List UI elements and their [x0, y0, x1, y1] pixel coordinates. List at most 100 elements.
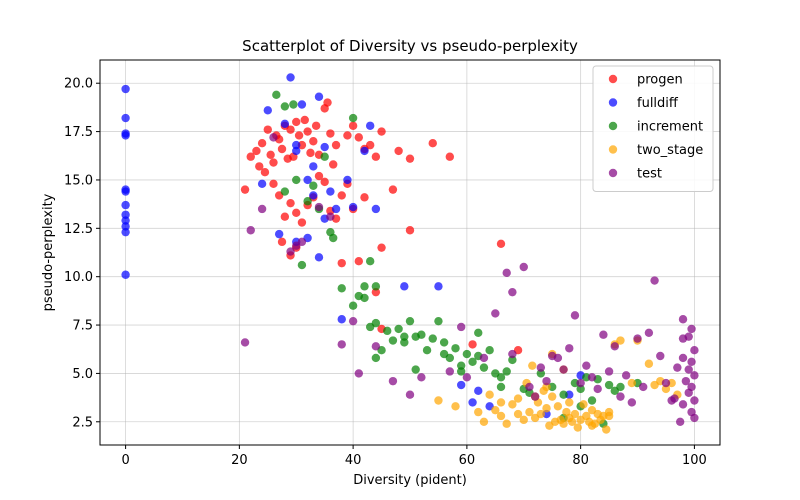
- data-point-progen: [257, 138, 267, 148]
- data-point-progen: [329, 160, 338, 169]
- data-point-fulldiff: [343, 175, 352, 185]
- data-point-progen: [280, 212, 290, 221]
- legend-label-increment: increment: [637, 120, 703, 135]
- data-point-test: [525, 382, 534, 392]
- data-point-progen: [294, 131, 304, 140]
- data-point-increment: [272, 90, 281, 100]
- data-point-test: [269, 133, 278, 142]
- data-point-progen: [292, 117, 301, 127]
- data-point-fulldiff: [121, 270, 130, 279]
- data-point-test: [553, 353, 563, 363]
- data-point-fulldiff: [121, 113, 130, 123]
- data-point-progen: [377, 127, 386, 136]
- data-point-test: [354, 369, 364, 378]
- data-point-test: [687, 324, 696, 334]
- data-point-two_stage: [602, 425, 611, 434]
- data-point-two_stage: [513, 394, 523, 403]
- x-tick-label: 60: [459, 453, 476, 468]
- data-point-test: [675, 417, 685, 426]
- data-point-increment: [280, 102, 290, 111]
- data-point-fulldiff: [121, 131, 130, 140]
- data-point-two_stage: [570, 409, 580, 419]
- data-point-test: [337, 340, 346, 349]
- data-point-increment: [496, 382, 506, 392]
- data-point-progen: [311, 121, 321, 130]
- data-point-test: [599, 330, 608, 339]
- data-point-fulldiff: [309, 191, 318, 200]
- data-point-progen: [445, 152, 455, 161]
- data-point-progen: [255, 162, 264, 171]
- data-point-two_stage: [559, 419, 568, 428]
- data-point-test: [627, 398, 637, 407]
- data-point-increment: [309, 181, 318, 190]
- y-tick-label: 20.0: [64, 77, 93, 92]
- data-point-progen: [348, 121, 358, 130]
- data-point-progen: [286, 198, 295, 208]
- data-point-test: [297, 237, 307, 247]
- data-point-increment: [400, 332, 409, 341]
- data-point-test: [326, 212, 335, 221]
- data-point-progen: [292, 208, 301, 218]
- data-point-fulldiff: [456, 380, 466, 390]
- data-point-two_stage: [474, 407, 483, 417]
- legend-label-test: test: [637, 167, 662, 182]
- data-point-fulldiff: [371, 204, 381, 214]
- data-point-two_stage: [451, 402, 460, 411]
- data-point-two_stage: [525, 407, 534, 417]
- data-point-progen: [371, 287, 381, 297]
- data-point-test: [576, 378, 585, 388]
- data-point-two_stage: [496, 411, 506, 421]
- data-point-test: [565, 344, 574, 353]
- data-point-test: [348, 316, 358, 326]
- data-point-increment: [616, 382, 625, 392]
- data-point-test: [570, 311, 580, 320]
- data-point-progen: [323, 98, 332, 107]
- data-point-test: [610, 342, 619, 351]
- data-point-increment: [289, 100, 298, 109]
- data-point-test: [690, 371, 699, 380]
- data-point-increment: [371, 353, 381, 363]
- legend-marker-increment: [608, 121, 618, 131]
- data-point-progen: [394, 146, 403, 156]
- legend-label-two_stage: two_stage: [637, 143, 703, 158]
- data-point-increment: [292, 175, 301, 185]
- data-point-test: [687, 357, 696, 367]
- data-point-two_stage: [542, 404, 551, 413]
- data-point-fulldiff: [121, 187, 130, 196]
- data-point-fulldiff: [257, 179, 267, 189]
- data-point-increment: [445, 353, 455, 363]
- data-point-increment: [587, 396, 597, 405]
- data-point-test: [690, 346, 699, 355]
- data-point-test: [673, 363, 682, 372]
- data-point-fulldiff: [121, 200, 130, 210]
- series-progen: [240, 98, 523, 355]
- series-fulldiff: [121, 73, 585, 419]
- data-point-two_stage: [627, 378, 637, 388]
- data-point-test: [650, 276, 659, 285]
- data-point-test: [286, 247, 295, 256]
- data-point-increment: [604, 380, 614, 390]
- data-point-progen: [468, 340, 477, 349]
- y-tick-label: 12.5: [64, 222, 93, 237]
- data-point-increment: [405, 316, 415, 326]
- legend-label-progen: progen: [637, 73, 683, 88]
- data-point-two_stage: [513, 409, 523, 419]
- data-point-test: [678, 334, 688, 343]
- data-point-increment: [479, 363, 489, 372]
- data-point-two_stage: [661, 384, 671, 394]
- data-point-two_stage: [536, 409, 546, 419]
- data-point-progen: [496, 239, 506, 248]
- data-point-fulldiff: [314, 92, 324, 101]
- data-point-fulldiff: [474, 386, 483, 396]
- data-point-test: [681, 376, 691, 386]
- data-point-increment: [383, 326, 392, 336]
- data-point-progen: [252, 146, 261, 156]
- data-point-increment: [360, 282, 369, 291]
- data-point-progen: [320, 177, 329, 187]
- y-tick-label: 7.5: [72, 319, 93, 334]
- data-point-test: [690, 413, 699, 423]
- data-point-test: [502, 268, 511, 278]
- data-point-test: [530, 392, 540, 401]
- data-point-progen: [266, 150, 275, 159]
- data-point-test: [690, 396, 699, 405]
